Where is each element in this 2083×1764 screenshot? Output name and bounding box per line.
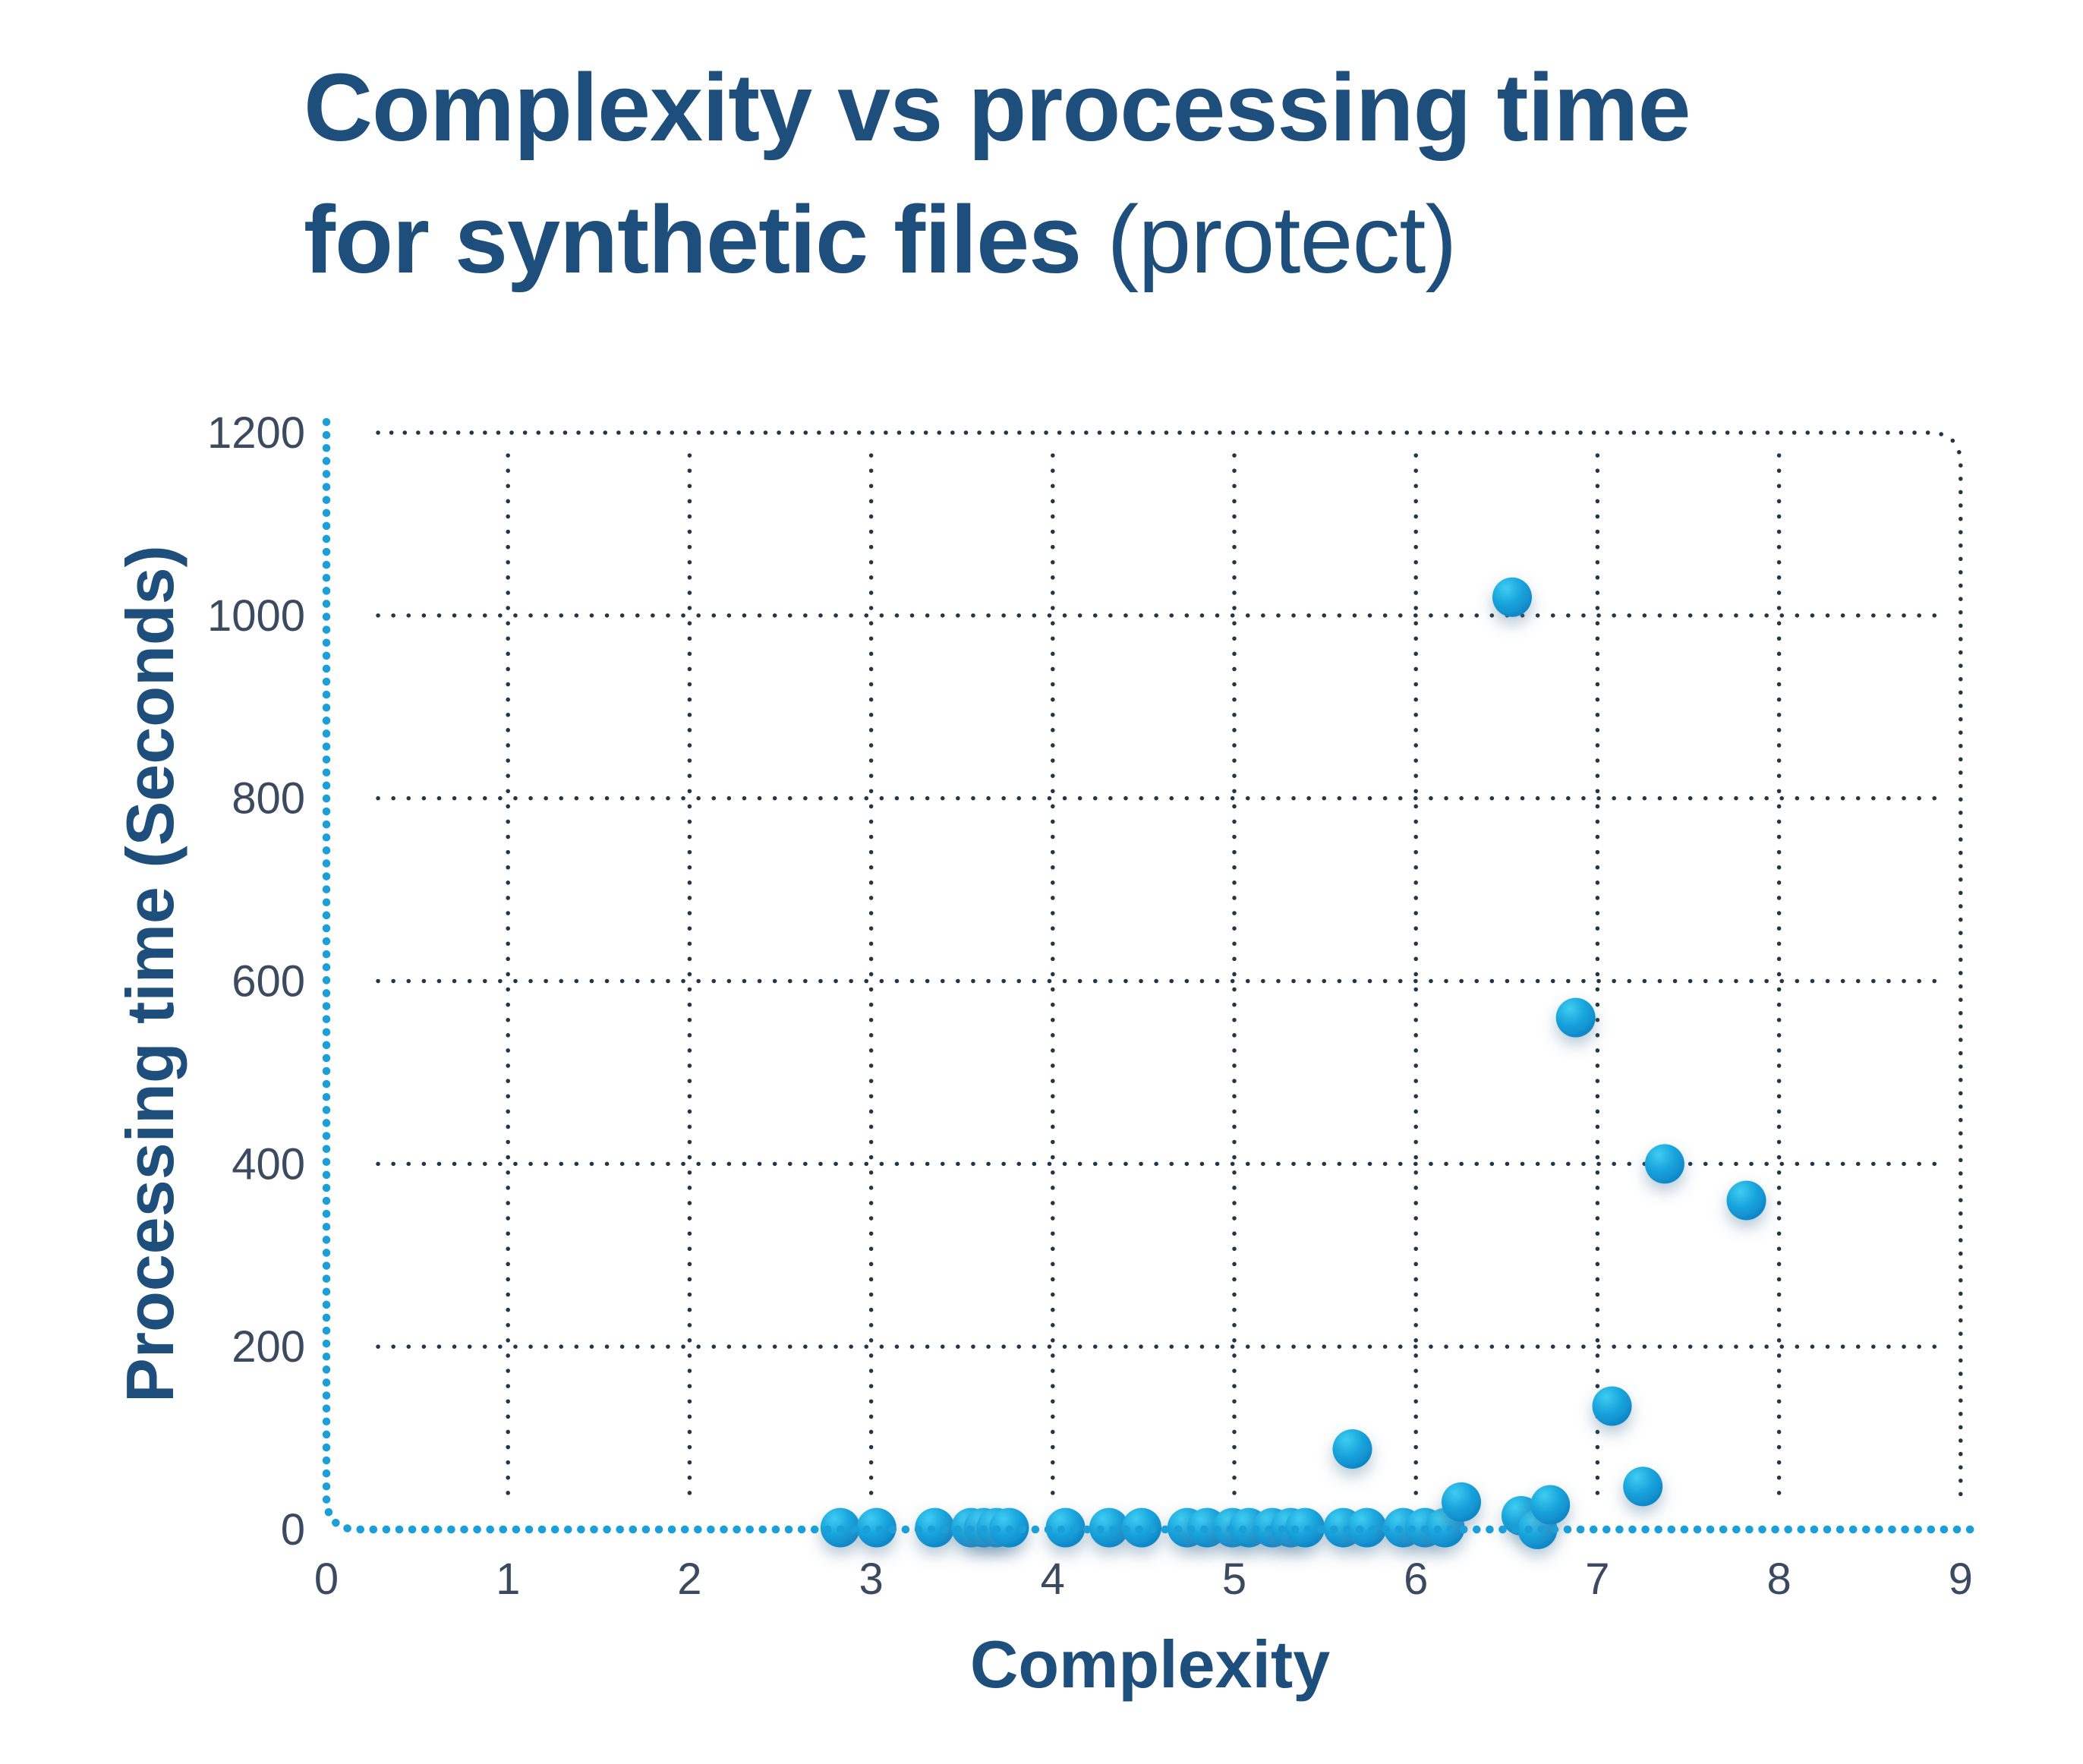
x-tick-label: 5 <box>1222 1555 1246 1604</box>
data-points <box>820 577 1766 1549</box>
x-tick-labels: 0 1 2 3 4 5 6 7 8 9 <box>314 1555 1973 1604</box>
data-point <box>1726 1180 1766 1221</box>
x-tick-label: 7 <box>1585 1555 1609 1604</box>
y-tick-labels: 0 200 400 600 800 1000 1200 <box>207 408 305 1555</box>
y-tick-label: 200 <box>232 1322 305 1372</box>
chart-title-line1: Complexity vs processing time <box>304 42 1691 174</box>
y-tick-label: 800 <box>232 774 305 824</box>
y-tick-label: 1000 <box>207 591 305 641</box>
x-tick-label: 4 <box>1041 1555 1065 1604</box>
chart-title-line2-light: (protect) <box>1107 185 1457 293</box>
chart-title-line2: for synthetic files (protect) <box>304 174 1691 306</box>
y-tick-label: 600 <box>232 957 305 1006</box>
x-tick-label: 0 <box>314 1555 339 1604</box>
data-point <box>1530 1485 1571 1525</box>
plot-frame <box>376 430 1963 1504</box>
data-point <box>1555 997 1596 1038</box>
chart-title-line2-bold: for synthetic files <box>304 185 1082 293</box>
x-axis-title: Complexity <box>969 1627 1331 1702</box>
data-point <box>1592 1386 1632 1426</box>
data-point <box>1442 1482 1481 1522</box>
data-point <box>1045 1507 1086 1548</box>
data-point <box>1492 577 1532 617</box>
x-tick-label: 8 <box>1766 1555 1791 1604</box>
x-tick-label: 3 <box>859 1555 883 1604</box>
chart-title-line1-text: Complexity vs processing time <box>304 54 1691 161</box>
y-tick-label: 0 <box>281 1505 305 1555</box>
x-tick-label: 1 <box>496 1555 520 1604</box>
data-point <box>1644 1144 1684 1184</box>
chart-title: Complexity vs processing time for synthe… <box>304 42 1691 306</box>
data-point <box>1089 1507 1129 1548</box>
x-tick-label: 6 <box>1404 1555 1428 1604</box>
data-point <box>1332 1429 1372 1469</box>
gridlines <box>376 430 1963 1504</box>
y-tick-label: 1200 <box>207 408 305 458</box>
y-tick-label: 400 <box>232 1139 305 1189</box>
x-tick-label: 2 <box>677 1555 701 1604</box>
axis-line <box>322 417 1978 1534</box>
data-point <box>1347 1507 1387 1548</box>
data-point <box>1623 1466 1663 1507</box>
x-tick-label: 9 <box>1949 1555 1973 1604</box>
